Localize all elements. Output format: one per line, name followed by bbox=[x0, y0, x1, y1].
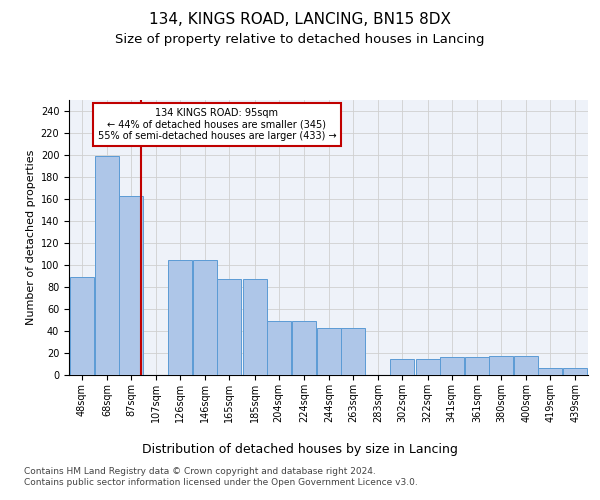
Text: Distribution of detached houses by size in Lancing: Distribution of detached houses by size … bbox=[142, 442, 458, 456]
Bar bbox=[242, 280, 266, 375]
Bar bbox=[538, 368, 562, 375]
Text: Contains HM Land Registry data © Crown copyright and database right 2024.
Contai: Contains HM Land Registry data © Crown c… bbox=[24, 468, 418, 487]
Bar bbox=[341, 328, 365, 375]
Y-axis label: Number of detached properties: Number of detached properties bbox=[26, 150, 37, 325]
Bar bbox=[119, 196, 143, 375]
Bar bbox=[440, 358, 464, 375]
Bar bbox=[465, 358, 489, 375]
Bar bbox=[193, 260, 217, 375]
Bar bbox=[489, 356, 513, 375]
Bar bbox=[514, 356, 538, 375]
Bar bbox=[168, 260, 192, 375]
Bar bbox=[416, 358, 440, 375]
Bar bbox=[217, 280, 241, 375]
Text: Size of property relative to detached houses in Lancing: Size of property relative to detached ho… bbox=[115, 32, 485, 46]
Bar bbox=[70, 277, 94, 375]
Bar bbox=[292, 321, 316, 375]
Bar bbox=[317, 328, 341, 375]
Bar bbox=[391, 358, 415, 375]
Bar bbox=[95, 156, 119, 375]
Bar bbox=[266, 321, 290, 375]
Text: 134 KINGS ROAD: 95sqm
← 44% of detached houses are smaller (345)
55% of semi-det: 134 KINGS ROAD: 95sqm ← 44% of detached … bbox=[98, 108, 336, 142]
Bar bbox=[563, 368, 587, 375]
Text: 134, KINGS ROAD, LANCING, BN15 8DX: 134, KINGS ROAD, LANCING, BN15 8DX bbox=[149, 12, 451, 28]
